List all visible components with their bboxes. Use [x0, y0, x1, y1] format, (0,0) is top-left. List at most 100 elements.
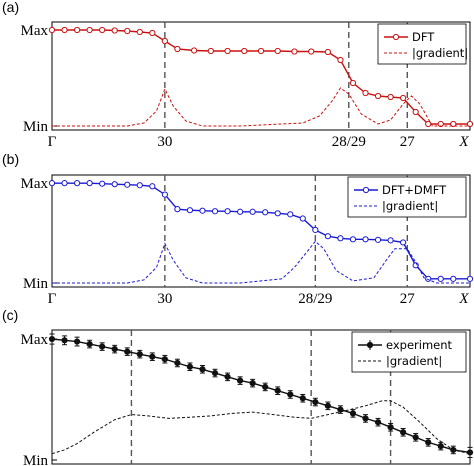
data-point	[61, 180, 68, 187]
data-point	[362, 415, 369, 422]
data-point	[308, 48, 315, 55]
y-tick-label: Max	[21, 176, 49, 192]
x-tick-label: Γ	[48, 134, 57, 150]
data-point	[199, 366, 206, 373]
series-main	[48, 333, 474, 458]
data-point	[249, 380, 256, 387]
legend-label: DFT+DMFT	[382, 183, 447, 197]
data-point	[262, 383, 269, 391]
data-point	[387, 237, 394, 244]
data-point	[99, 26, 106, 34]
data-point	[324, 48, 331, 56]
data-point	[412, 108, 419, 116]
data-point	[425, 439, 432, 446]
data-point	[136, 351, 143, 358]
data-point	[324, 402, 331, 409]
data-point	[111, 181, 118, 188]
data-point	[86, 26, 93, 34]
data-point	[374, 236, 382, 243]
data-point	[191, 47, 198, 54]
series-line	[51, 400, 471, 455]
legend-box	[377, 23, 467, 65]
data-point	[48, 180, 56, 187]
data-point	[86, 340, 93, 348]
series-line	[52, 87, 470, 127]
x-tick-label: 27	[400, 134, 416, 150]
data-point	[337, 56, 344, 64]
data-point	[400, 429, 407, 436]
data-point	[237, 377, 244, 384]
y-tick-label: Max	[21, 23, 49, 39]
data-point	[274, 47, 281, 55]
legend-marker	[392, 33, 400, 41]
data-point	[73, 26, 81, 34]
y-tick-label: Min	[23, 276, 49, 292]
data-point	[48, 26, 56, 34]
data-point	[73, 338, 81, 345]
legend-label: |gradient|	[412, 46, 468, 60]
x-tick-label: 30	[157, 291, 172, 307]
data-point	[362, 89, 369, 97]
data-point	[466, 120, 474, 128]
data-point	[73, 180, 81, 187]
data-point	[161, 37, 168, 45]
data-point	[224, 208, 231, 215]
data-point	[400, 239, 407, 246]
data-point	[337, 235, 344, 242]
data-point	[211, 369, 219, 377]
data-point	[257, 47, 265, 55]
x-tick-label: 28/29	[298, 291, 332, 307]
x-tick-label: 28/29	[332, 134, 366, 150]
data-point	[274, 210, 281, 217]
data-point	[211, 208, 219, 215]
data-point	[111, 346, 118, 353]
data-point	[387, 424, 394, 431]
data-point	[437, 120, 444, 128]
data-point	[450, 120, 457, 128]
data-point	[466, 449, 474, 456]
y-tick-label: Min	[23, 453, 49, 466]
data-point	[174, 359, 181, 367]
data-point	[224, 47, 231, 55]
legend-marker	[362, 186, 370, 194]
data-point	[61, 26, 68, 34]
data-point	[149, 29, 156, 37]
data-point	[174, 45, 181, 53]
panel-label: (b)	[2, 151, 19, 167]
panel-label: (a)	[2, 0, 19, 15]
series-gradient	[52, 87, 470, 127]
data-point	[337, 406, 344, 413]
data-point	[349, 79, 357, 87]
data-point	[312, 226, 319, 234]
data-point	[349, 236, 357, 243]
data-point	[161, 191, 168, 198]
data-point	[186, 363, 194, 370]
series-line	[52, 240, 470, 284]
x-tick-label: 30	[157, 134, 172, 150]
series-gradient	[52, 240, 470, 284]
data-point	[124, 348, 131, 355]
panel-label: (c)	[2, 307, 18, 323]
data-point	[291, 48, 298, 55]
data-point	[111, 27, 118, 34]
data-point	[199, 207, 206, 214]
legend: experiment |gradient|	[351, 331, 467, 373]
data-point	[124, 27, 131, 35]
data-point	[174, 206, 181, 213]
series-gradient	[51, 400, 471, 455]
data-point	[207, 47, 214, 55]
data-point	[450, 275, 457, 282]
legend-box	[351, 331, 467, 373]
data-point	[274, 387, 281, 394]
data-point	[400, 94, 407, 102]
y-tick-label: Min	[23, 119, 49, 135]
y-tick-label: Max	[21, 332, 49, 348]
series-line	[52, 182, 470, 280]
data-point	[349, 410, 357, 417]
data-point	[149, 353, 156, 360]
data-point	[99, 343, 106, 350]
data-point	[249, 208, 256, 215]
data-point	[262, 209, 269, 216]
